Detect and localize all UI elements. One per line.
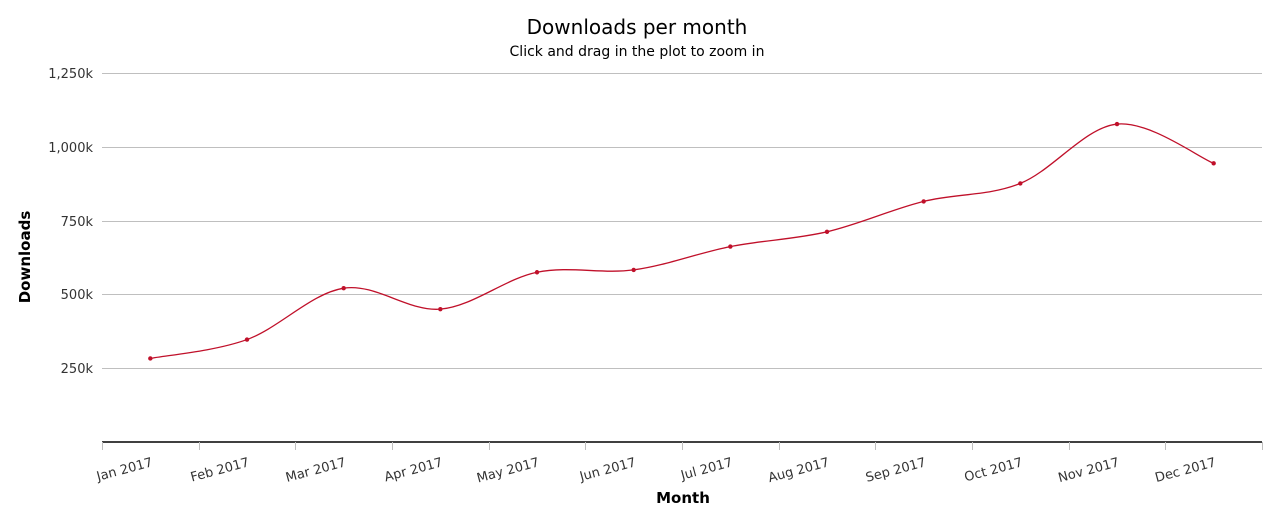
y-axis-ticks: 250k 500k 750k 1,000k 1,250k: [48, 67, 93, 377]
x-tick-label: Apr 2017: [383, 455, 445, 485]
data-point[interactable]: [534, 270, 540, 275]
chart-title: Downloads per month: [527, 15, 748, 39]
y-tick-label: 1,250k: [48, 67, 93, 82]
x-axis-title: Month: [656, 489, 710, 507]
y-tick-label: 1,000k: [48, 141, 93, 156]
y-axis-title: Downloads: [16, 211, 34, 304]
x-tick-label: Mar 2017: [284, 455, 348, 485]
x-tick-label: Nov 2017: [1057, 455, 1121, 486]
series-line: [150, 123, 1214, 360]
chart-subtitle: Click and drag in the plot to zoom in: [510, 44, 765, 60]
data-point[interactable]: [921, 199, 926, 204]
x-tick-label: Jul 2017: [678, 455, 734, 483]
y-tick-label: 500k: [61, 288, 94, 303]
x-tick-label: Aug 2017: [767, 455, 831, 486]
x-tick-label: Feb 2017: [189, 455, 251, 485]
data-point[interactable]: [148, 356, 153, 361]
data-point[interactable]: [824, 229, 830, 235]
grid: [102, 73, 1262, 369]
x-tick-label: Oct 2017: [963, 455, 1025, 485]
data-point[interactable]: [438, 306, 443, 312]
x-tick-label: Dec 2017: [1154, 455, 1218, 486]
y-tick-label: 250k: [61, 362, 94, 377]
x-tick-label: Jan 2017: [94, 455, 154, 485]
x-axis: Jan 2017 Feb 2017 Mar 2017 Apr 2017 May 2017…: [94, 441, 1263, 486]
y-tick-label: 750k: [61, 215, 94, 230]
data-point[interactable]: [341, 286, 346, 291]
data-point[interactable]: [631, 267, 636, 273]
data-point[interactable]: [244, 337, 250, 342]
x-tick-label: Sep 2017: [864, 455, 927, 485]
data-point[interactable]: [1114, 121, 1120, 127]
data-point[interactable]: [1211, 161, 1216, 166]
data-point[interactable]: [728, 244, 733, 249]
data-point[interactable]: [1018, 181, 1023, 186]
x-tick-label: May 2017: [475, 455, 541, 486]
series: [148, 121, 1216, 361]
x-tick-label: Jun 2017: [577, 455, 637, 485]
